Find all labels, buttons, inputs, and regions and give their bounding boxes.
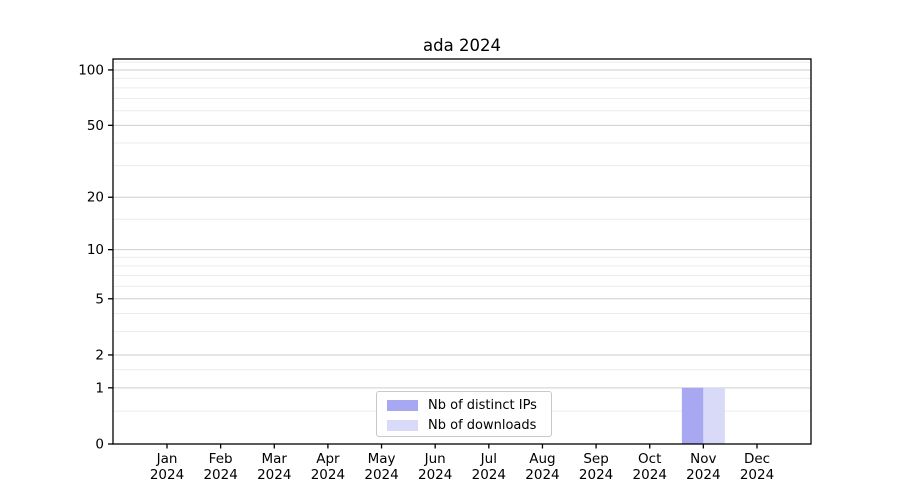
x-tick-label: Sep 2024 (579, 451, 613, 483)
y-tick-label: 5 (95, 291, 104, 307)
x-tick-label: Dec 2024 (740, 451, 774, 483)
chart-title: ada 2024 (423, 36, 501, 55)
x-tick-label: Aug 2024 (525, 451, 559, 483)
y-tick-label: 10 (87, 242, 104, 258)
x-tick-label: Mar 2024 (257, 451, 291, 483)
bar-nb-of-distinct-ips-nov-2024 (681, 387, 704, 444)
x-tick-label: Jun 2024 (418, 451, 452, 483)
legend-swatch-downloads (387, 419, 418, 431)
y-tick-label: 1 (95, 380, 104, 396)
x-tick-label: Oct 2024 (633, 451, 667, 483)
y-tick-label: 20 (87, 190, 104, 206)
y-tick-label: 2 (95, 347, 104, 363)
bar-nb-of-downloads-nov-2024 (703, 387, 725, 444)
legend: Nb of distinct IPs Nb of downloads (376, 391, 552, 437)
y-tick-label: 50 (87, 118, 104, 134)
y-tick-label: 100 (78, 62, 104, 78)
x-tick-label: Apr 2024 (311, 451, 345, 483)
legend-item-downloads: Nb of downloads (384, 415, 551, 435)
axes-spines (112, 58, 812, 445)
y-tick-label: 0 (95, 437, 104, 453)
legend-swatch-distinct-ips (387, 399, 418, 411)
x-tick-label: Jul 2024 (472, 451, 506, 483)
legend-label-downloads: Nb of downloads (428, 417, 537, 433)
x-tick-label: May 2024 (364, 451, 398, 483)
x-tick-label: Nov 2024 (686, 451, 720, 483)
x-tick-label: Jan 2024 (150, 451, 184, 483)
x-tick-label: Feb 2024 (203, 451, 237, 483)
legend-label-distinct-ips: Nb of distinct IPs (428, 397, 537, 413)
legend-item-distinct-ips: Nb of distinct IPs (384, 395, 551, 415)
